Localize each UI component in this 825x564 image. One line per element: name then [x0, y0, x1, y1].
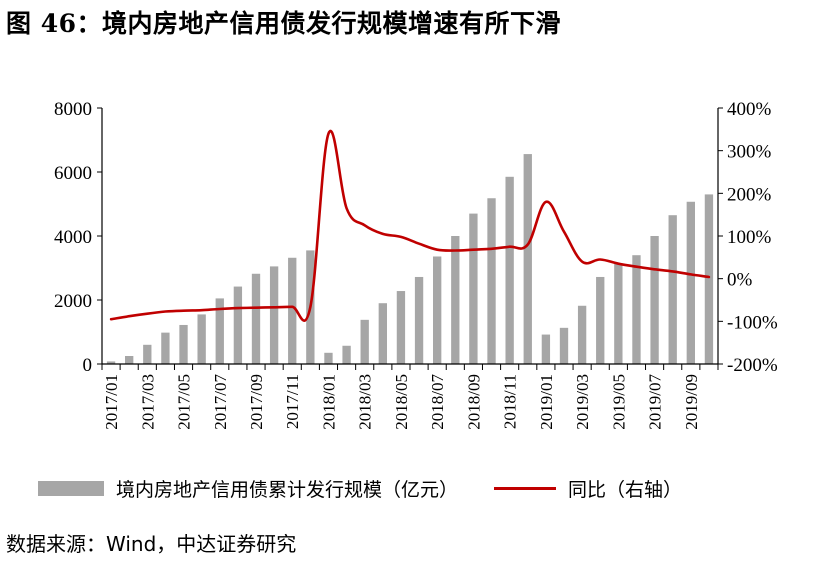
legend-line-swatch: [494, 486, 557, 490]
right-tick-label: -100%: [727, 312, 778, 333]
bar-2018/08: [451, 236, 460, 364]
right-tick-label: 400%: [727, 99, 772, 120]
x-tick-label: 2018/09: [464, 374, 483, 430]
bar-series: [106, 154, 714, 364]
bar-2019/06: [632, 255, 641, 364]
bar-2018/07: [433, 256, 442, 364]
x-axis-ticks: 2017/01 2017/03 2017/05 2017/07 2017/09 2017/…: [102, 374, 701, 430]
right-tick-label: 200%: [727, 184, 772, 205]
bar-2019/07: [650, 236, 659, 364]
x-tick-label: 2017/11: [283, 374, 302, 429]
left-tick-label: 2000: [54, 291, 92, 312]
bar-2018/01: [324, 352, 333, 364]
left-tick-label: 0: [83, 355, 93, 376]
bar-2019/01: [541, 334, 551, 364]
x-tick-label: 2018/05: [392, 374, 411, 430]
bar-2017/10: [269, 266, 279, 364]
legend-line-label: 同比（右轴）: [568, 478, 683, 501]
left-tick-label: 8000: [54, 99, 92, 120]
bar-2017/02: [125, 356, 134, 364]
bar-2019/05: [614, 263, 623, 364]
bar-2018/12: [523, 154, 532, 364]
left-tick-label: 6000: [54, 163, 92, 184]
bar-2018/05: [396, 291, 406, 364]
figure-title: 图 46：境内房地产信用债发行规模增速有所下滑: [6, 9, 561, 38]
x-tick-label: 2017/09: [247, 374, 266, 430]
right-tick-label: -200%: [727, 355, 778, 376]
x-tick-label: 2019/05: [609, 374, 628, 430]
right-tick-label: 100%: [727, 227, 772, 248]
bar-2018/03: [360, 319, 369, 364]
bar-2017/06: [197, 314, 206, 364]
x-tick-label: 2017/03: [138, 374, 157, 430]
bar-2017/04: [161, 332, 170, 364]
x-tick-label: 2017/07: [211, 374, 230, 430]
bar-2018/06: [414, 276, 424, 364]
x-tick-label: 2017/05: [175, 374, 194, 430]
source-note: 数据来源：Wind，中达证券研究: [6, 532, 297, 556]
x-tick-label: 2019/07: [646, 374, 665, 430]
x-tick-label: 2018/03: [356, 374, 375, 430]
bar-2017/07: [215, 298, 224, 364]
x-tick-label: 2019/03: [573, 374, 592, 430]
bar-2017/11: [288, 257, 297, 364]
bar-2019/08: [668, 215, 677, 364]
x-tick-label: 2018/01: [320, 374, 339, 430]
yoy-line: [109, 129, 711, 322]
right-axis-ticks: -200% -100% 0% 100% 200% 300% 400%: [718, 99, 778, 376]
bar-2019/09: [686, 201, 695, 364]
x-tick-label: 2017/01: [102, 374, 121, 430]
bar-2017/01: [106, 361, 116, 364]
left-axis-ticks: 0 2000 4000 6000 8000: [54, 99, 102, 376]
left-tick-label: 4000: [54, 227, 92, 248]
x-tick-label: 2019/09: [682, 374, 701, 430]
legend: 境内房地产信用债累计发行规模（亿元） 同比（右轴）: [38, 474, 682, 502]
bar-2017/08: [233, 286, 243, 364]
bar-2017/03: [143, 344, 152, 364]
bar-2019/02: [559, 327, 569, 364]
right-tick-label: 0%: [727, 270, 753, 291]
bar-2019/03: [577, 305, 587, 364]
x-tick-label: 2018/11: [501, 374, 520, 429]
bar-2019/10: [704, 194, 714, 364]
bar-2018/09: [469, 213, 478, 364]
bar-2017/09: [251, 273, 261, 364]
bar-2018/10: [487, 198, 496, 364]
legend-bar-label: 境内房地产信用债累计发行规模（亿元）: [116, 478, 459, 501]
bar-2018/02: [342, 345, 351, 364]
bar-2019/04: [596, 276, 605, 364]
right-tick-label: 300%: [727, 142, 772, 163]
bar-2018/11: [505, 176, 514, 364]
chart-area: 0 2000 4000 6000 8000 -200% -100% 0% 100% 200% 30…: [54, 99, 778, 430]
legend-bar-swatch: [38, 480, 104, 496]
x-tick-label: 2019/01: [537, 374, 556, 430]
bar-2017/05: [179, 324, 188, 364]
x-tick-label: 2018/07: [428, 374, 447, 430]
bar-2018/04: [378, 303, 387, 364]
